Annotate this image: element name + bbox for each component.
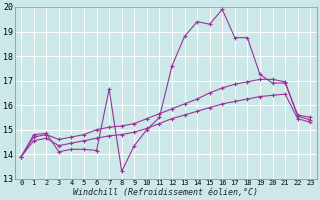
X-axis label: Windchill (Refroidissement éolien,°C): Windchill (Refroidissement éolien,°C) bbox=[73, 188, 258, 197]
